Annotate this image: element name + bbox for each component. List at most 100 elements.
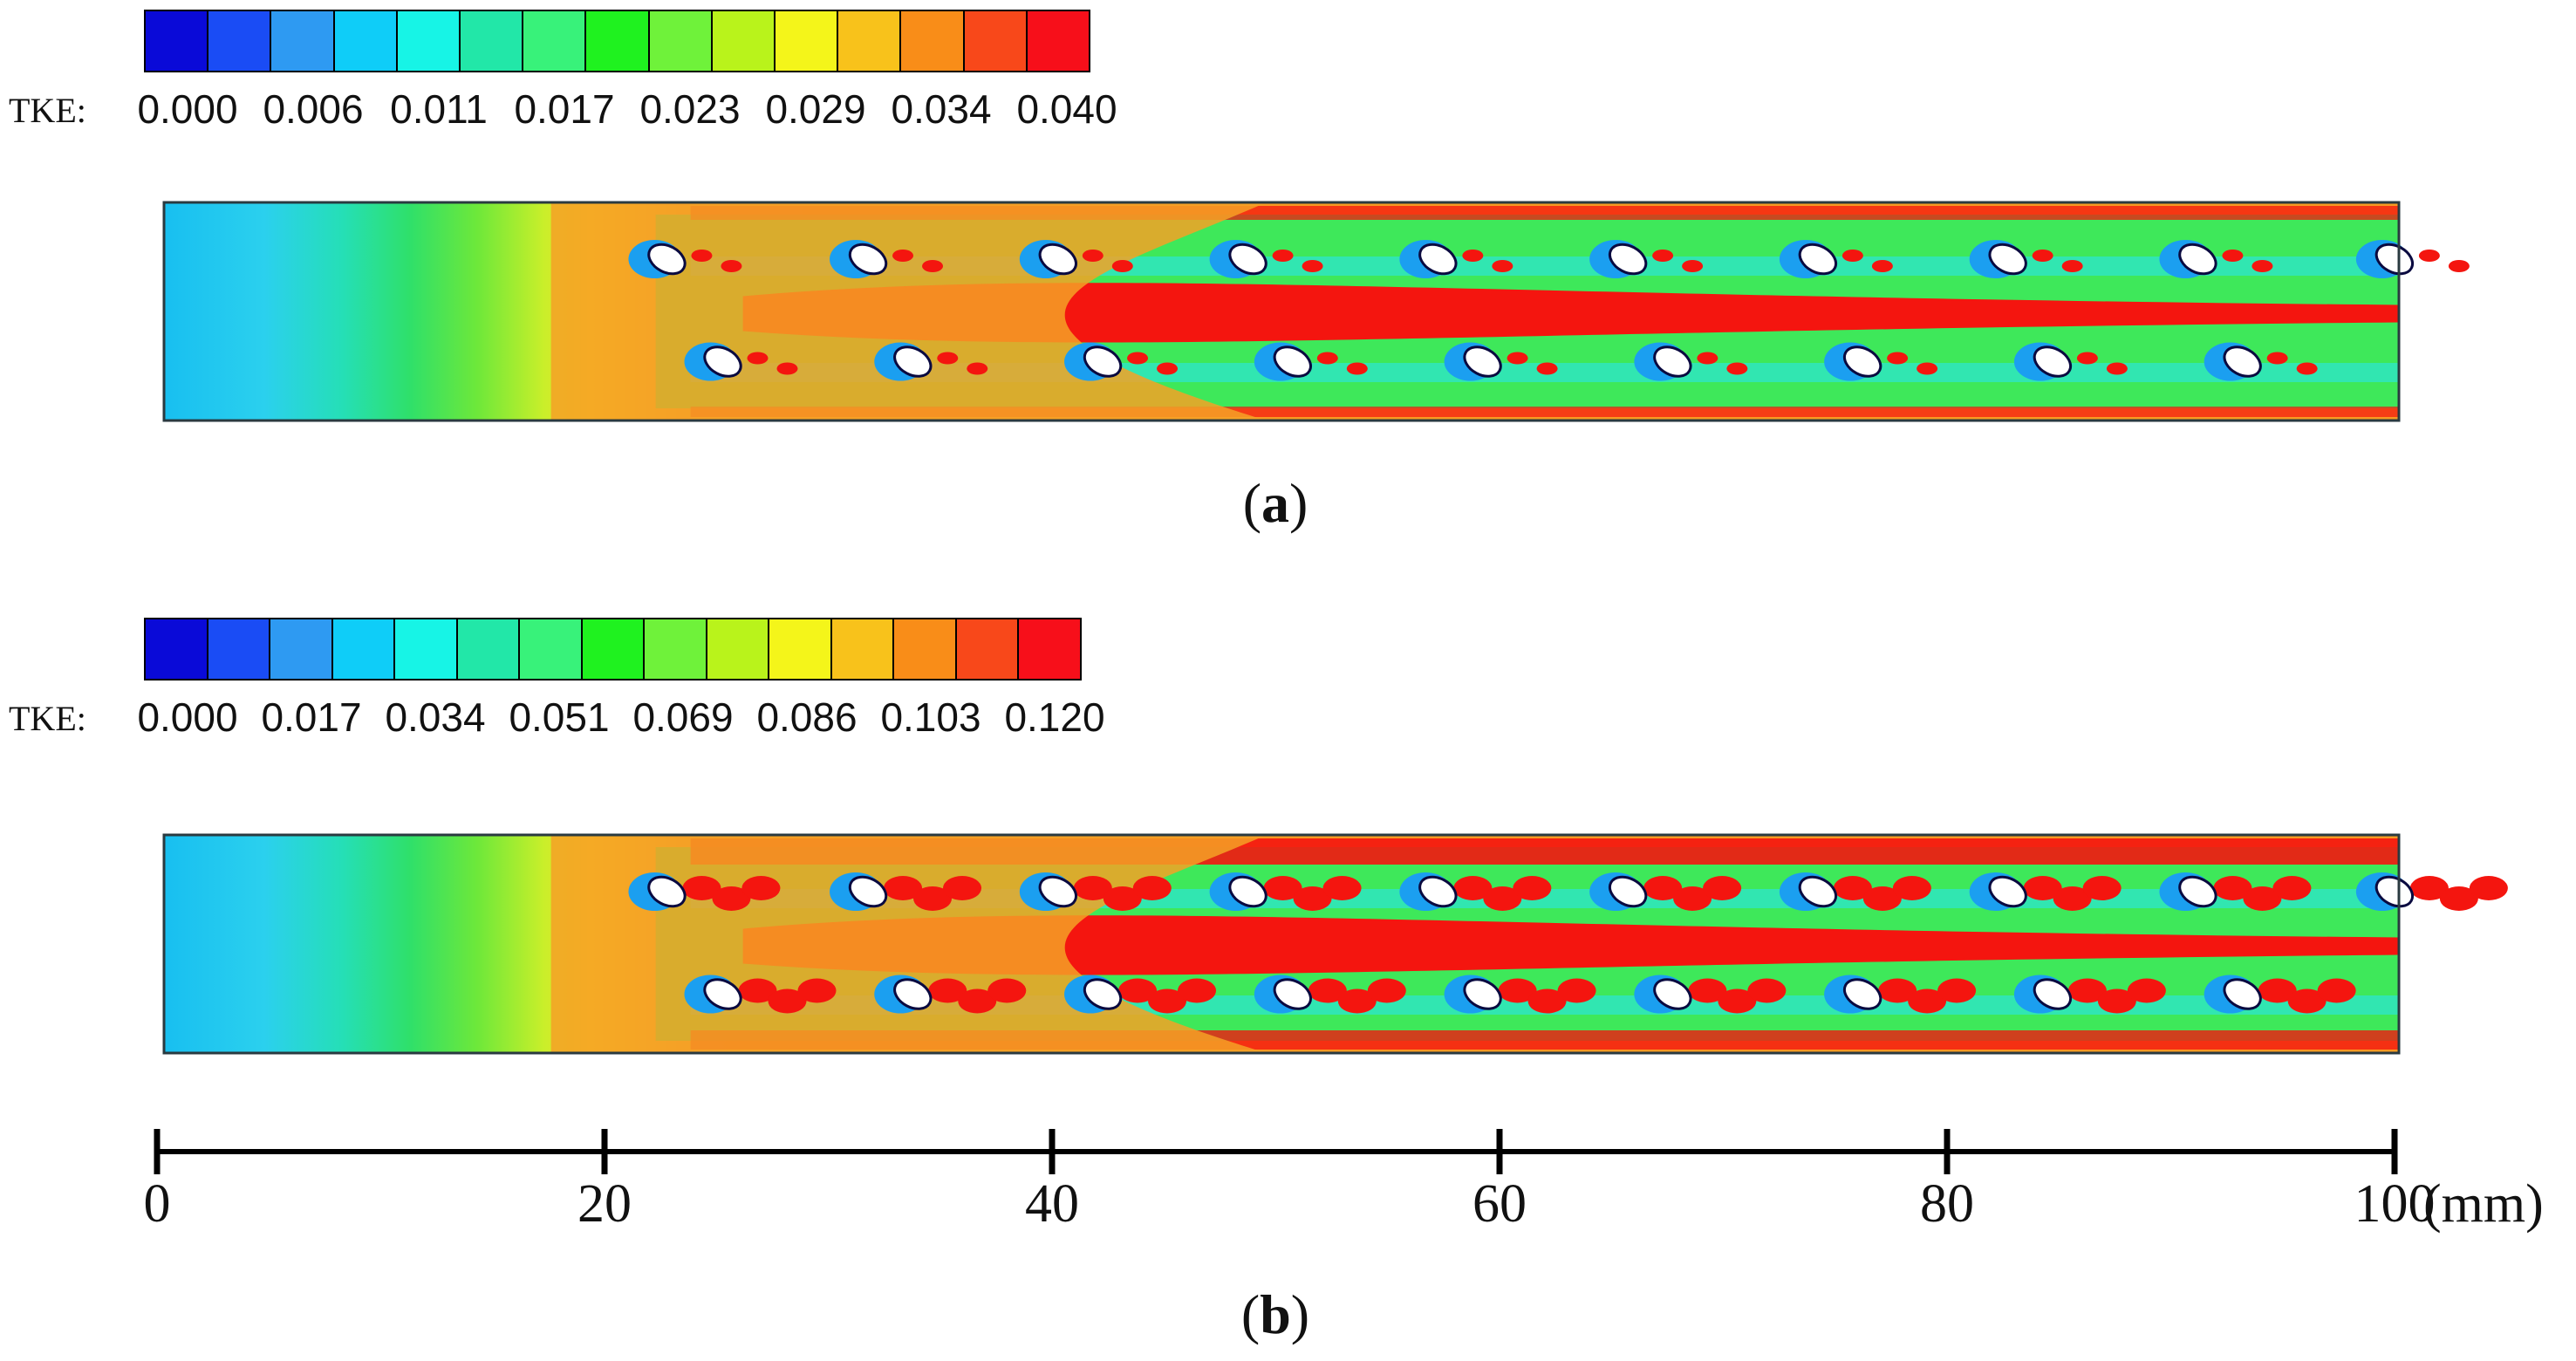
panel-b-vortex-blob <box>1118 978 1158 1003</box>
scale-bar-tick-label: 100 <box>2354 1174 2436 1234</box>
panel-b-vortex-blob <box>1643 876 1683 900</box>
panel-a-vortex-blob <box>721 260 742 272</box>
panel-b-pin <box>1988 875 2027 908</box>
panel-b-vortex-blob <box>768 988 807 1014</box>
panel-a-pin <box>1418 243 1458 276</box>
colorbar-a-swatch-2 <box>271 11 335 71</box>
panel-b-vortex-blob <box>1263 876 1302 900</box>
colorbar-a-tick-label: 0.040 <box>1016 86 1117 132</box>
panel-b-vortex-blob <box>1747 978 1787 1003</box>
panel-a-vortex-blob <box>691 250 713 262</box>
panel-a-pin <box>1273 345 1312 378</box>
panel-a-vortex-blob <box>1346 362 1368 375</box>
panel-b-vortex-blob <box>682 876 721 900</box>
panel-a-vortex-blob <box>1302 260 1323 272</box>
colorbar-a-swatch-12 <box>901 11 965 71</box>
colorbar-b-title: TKE: <box>9 699 86 738</box>
colorbar-b-tick-label: 0.120 <box>1004 694 1105 740</box>
colorbar-b-tick-label: 0.086 <box>756 694 858 740</box>
colorbar-a-swatch-7 <box>586 11 650 71</box>
panel-b-pin <box>1228 875 1268 908</box>
panel-a-pin <box>1228 243 1268 276</box>
panel-b-pin <box>1798 875 1838 908</box>
panel-caption-b-close: ) <box>1290 1283 1310 1345</box>
panel-a-vortex-blob <box>1841 250 1863 262</box>
panel-b-vortex-blob <box>1073 876 1112 900</box>
panel-b-vortex-blob <box>913 886 953 911</box>
panel-a-pin <box>1463 345 1502 378</box>
panel-a-shear-layer <box>742 283 2399 343</box>
panel-b-pin <box>1038 875 1077 908</box>
colorbar-a <box>144 10 1090 72</box>
panel-a-vortex-blob <box>2266 352 2288 365</box>
colorbar-a-swatch-4 <box>397 11 461 71</box>
panel-b-vortex-blob <box>1103 886 1142 911</box>
panel-b-vortex-blob <box>2409 876 2449 900</box>
panel-caption-a-close: ) <box>1289 472 1308 534</box>
panel-b-pin <box>2178 875 2217 908</box>
panel-b-vortex-blob <box>1367 978 1406 1003</box>
scale-bar-tick-label: 40 <box>1025 1174 1079 1234</box>
panel-a-vortex-blob <box>1157 362 1179 375</box>
panel-b-vortex-blob <box>741 876 781 900</box>
colorbar-a-tick-label: 0.034 <box>891 86 992 132</box>
panel-a-pin <box>647 243 687 276</box>
panel-b-pin <box>1608 875 1648 908</box>
colorbar-a-swatch-6 <box>523 11 587 71</box>
colorbar-a-swatch-8 <box>649 11 713 71</box>
panel-a-pin <box>1653 345 1692 378</box>
panel-caption-a-open: ( <box>1242 472 1261 534</box>
panel-b-vortex-blob <box>1833 876 1872 900</box>
panel-b-pin <box>1842 978 1882 1010</box>
colorbar-a-swatch-5 <box>461 11 524 71</box>
panel-b-vortex-blob <box>712 886 751 911</box>
panel-a-pin <box>2223 345 2262 378</box>
scale-bar-tick-label: 80 <box>1920 1174 1974 1234</box>
panel-b-pin <box>1083 978 1123 1010</box>
panel-caption-b-letter: b <box>1260 1283 1291 1345</box>
panel-b-vortex-blob <box>1892 876 1931 900</box>
scale-bar-tick-label: 60 <box>1472 1174 1527 1234</box>
panel-b-vortex-blob <box>1688 978 1727 1003</box>
colorbar-b-swatch-2 <box>270 619 333 679</box>
colorbar-a-swatch-9 <box>712 11 776 71</box>
colorbar-b-tick-label: 0.103 <box>880 694 981 740</box>
panel-b-pin <box>1463 978 1502 1010</box>
panel-a-vortex-blob <box>2296 362 2318 375</box>
panel-a-vortex-blob <box>747 352 769 365</box>
panel-b-vortex-blob <box>1322 876 1362 900</box>
scale-bar-tick-label: 0 <box>143 1174 171 1234</box>
panel-b-vortex-blob <box>1308 978 1347 1003</box>
panel-b-vortex-blob <box>1453 876 1493 900</box>
panel-a-vortex-blob <box>922 260 944 272</box>
panel-a-vortex-blob <box>2106 362 2128 375</box>
colorbar-a-tick-label: 0.029 <box>765 86 866 132</box>
panel-a-vortex-blob <box>776 362 798 375</box>
colorbar-a-tick-label: 0.017 <box>514 86 615 132</box>
colorbar-a-swatch-11 <box>838 11 902 71</box>
colorbar-b-swatch-13 <box>956 619 1020 679</box>
panel-b-vortex-blob <box>1337 988 1377 1014</box>
colorbar-a-tick-label: 0.011 <box>390 86 488 132</box>
colorbar-b-swatch-0 <box>146 619 208 679</box>
panel-b-vortex-blob <box>884 876 923 900</box>
panel-a-vortex-blob <box>2448 260 2470 272</box>
panel-b-vortex-blob <box>958 988 997 1014</box>
panel-a-vortex-blob <box>2061 260 2083 272</box>
panel-b-vortex-blob <box>2053 886 2092 911</box>
colorbar-a-swatch-1 <box>208 11 272 71</box>
colorbar-b-swatch-1 <box>208 619 271 679</box>
panel-b-vortex-blob <box>1293 886 1332 911</box>
panel-a-vortex-blob <box>1316 352 1338 365</box>
panel-b-vortex-blob <box>2317 978 2356 1003</box>
colorbar-b-tick-label: 0.069 <box>632 694 734 740</box>
panel-b-vortex-blob <box>1557 978 1596 1003</box>
panel-b-channel-outline <box>162 833 2401 1055</box>
panel-b-pin <box>1653 978 1692 1010</box>
panel-caption-b-open: ( <box>1240 1283 1261 1345</box>
colorbar-b-swatch-12 <box>894 619 957 679</box>
panel-b-vortex-blob <box>1483 886 1522 911</box>
panel-a-pin <box>1842 345 1882 378</box>
